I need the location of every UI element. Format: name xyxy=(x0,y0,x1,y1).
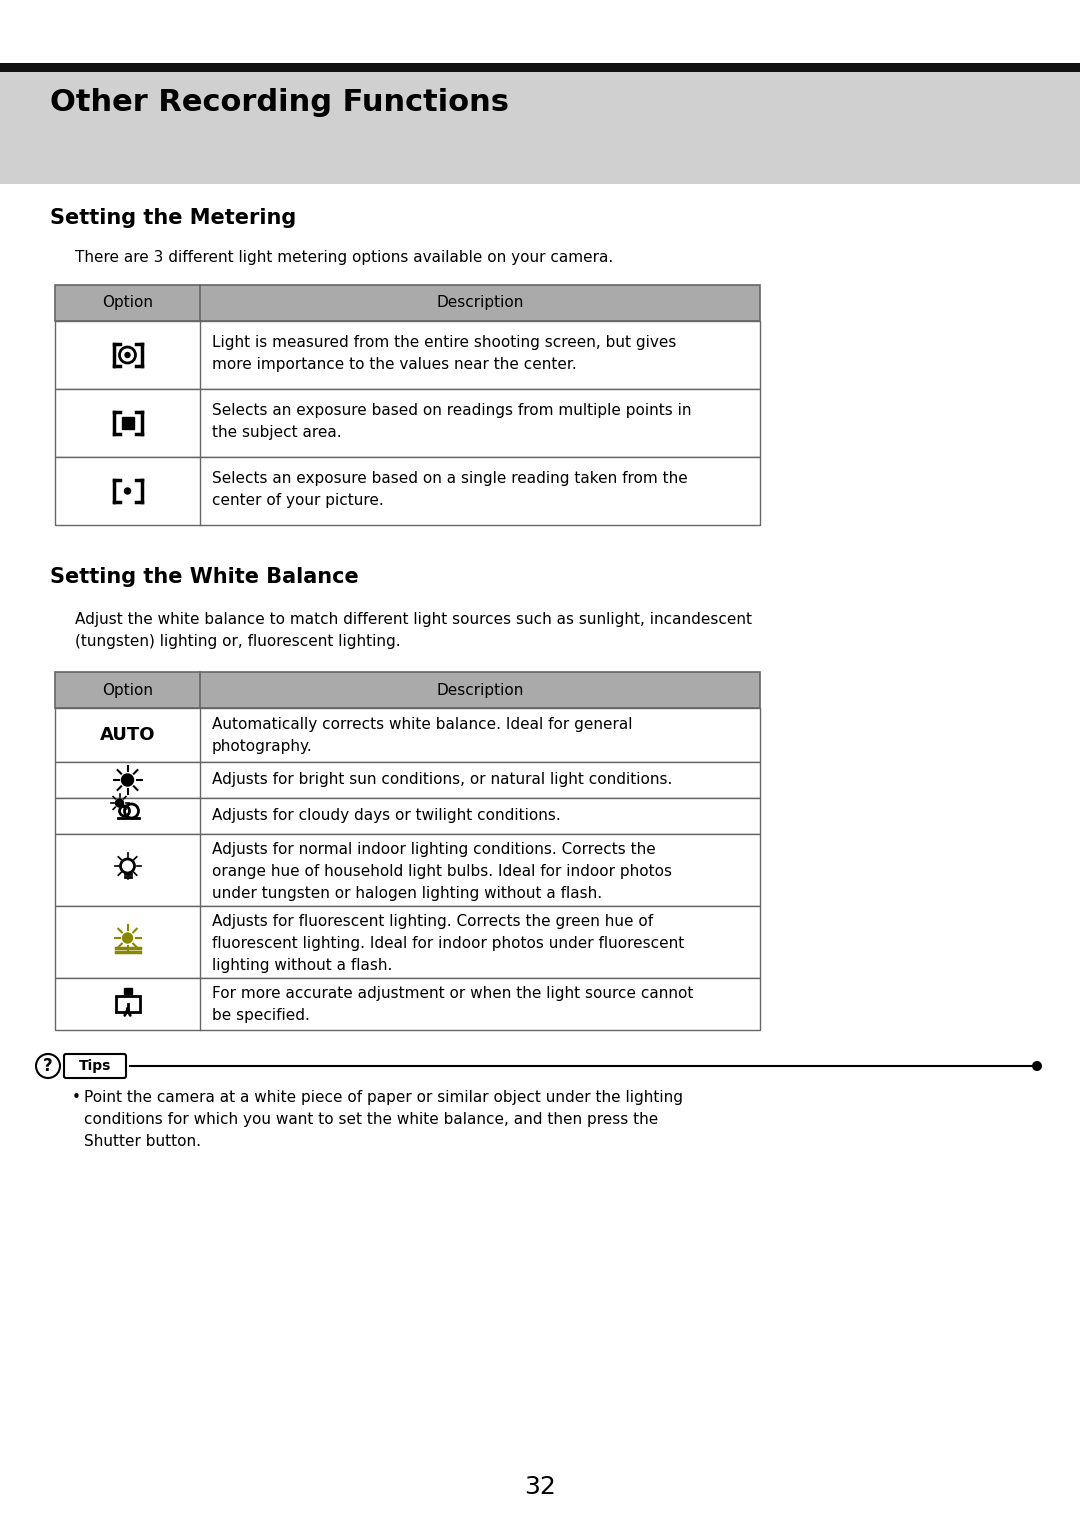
Circle shape xyxy=(36,1054,60,1078)
Text: There are 3 different light metering options available on your camera.: There are 3 different light metering opt… xyxy=(75,250,613,266)
Text: Selects an exposure based on a single reading taken from the: Selects an exposure based on a single re… xyxy=(212,470,688,486)
Text: Setting the White Balance: Setting the White Balance xyxy=(50,567,359,586)
Text: Description: Description xyxy=(436,296,524,310)
Text: photography.: photography. xyxy=(212,739,313,754)
Bar xyxy=(55,834,760,906)
Text: (tungsten) lighting or, fluorescent lighting.: (tungsten) lighting or, fluorescent ligh… xyxy=(75,634,401,649)
Text: AUTO: AUTO xyxy=(99,725,156,744)
Circle shape xyxy=(1032,1061,1042,1070)
Text: be specified.: be specified. xyxy=(212,1008,310,1023)
FancyBboxPatch shape xyxy=(64,1054,126,1078)
Text: •: • xyxy=(72,1090,81,1106)
Bar xyxy=(55,709,760,762)
Bar xyxy=(55,762,760,799)
Bar xyxy=(116,996,139,1012)
Bar xyxy=(123,988,132,994)
Circle shape xyxy=(124,489,131,495)
Text: Tips: Tips xyxy=(79,1060,111,1073)
Bar xyxy=(0,72,1080,183)
Text: Adjusts for normal indoor lighting conditions. Corrects the: Adjusts for normal indoor lighting condi… xyxy=(212,841,656,857)
Text: Description: Description xyxy=(436,683,524,698)
Text: Point the camera at a white piece of paper or similar object under the lighting: Point the camera at a white piece of pap… xyxy=(84,1090,683,1106)
Bar xyxy=(0,63,1080,72)
Text: Adjust the white balance to match different light sources such as sunlight, inca: Adjust the white balance to match differ… xyxy=(75,612,752,628)
Bar xyxy=(55,286,760,321)
Bar xyxy=(55,672,760,709)
Text: lighting without a flash.: lighting without a flash. xyxy=(212,957,392,973)
Text: Adjusts for bright sun conditions, or natural light conditions.: Adjusts for bright sun conditions, or na… xyxy=(212,773,673,786)
Circle shape xyxy=(125,353,130,357)
Circle shape xyxy=(122,933,133,944)
Text: 32: 32 xyxy=(524,1475,556,1500)
Circle shape xyxy=(116,799,123,806)
Bar xyxy=(55,906,760,977)
Bar xyxy=(55,389,760,457)
Bar xyxy=(55,799,760,834)
Text: Adjusts for cloudy days or twilight conditions.: Adjusts for cloudy days or twilight cond… xyxy=(212,808,561,823)
Text: Selects an exposure based on readings from multiple points in: Selects an exposure based on readings fr… xyxy=(212,403,691,418)
Text: Setting the Metering: Setting the Metering xyxy=(50,208,296,228)
Bar xyxy=(55,321,760,389)
Bar xyxy=(55,977,760,1031)
Text: ?: ? xyxy=(43,1057,53,1075)
Text: Adjusts for fluorescent lighting. Corrects the green hue of: Adjusts for fluorescent lighting. Correc… xyxy=(212,915,653,928)
Text: more importance to the values near the center.: more importance to the values near the c… xyxy=(212,357,577,373)
Text: For more accurate adjustment or when the light source cannot: For more accurate adjustment or when the… xyxy=(212,986,693,1002)
Bar xyxy=(121,417,134,429)
Text: orange hue of household light bulbs. Ideal for indoor photos: orange hue of household light bulbs. Ide… xyxy=(212,864,672,880)
Text: Light is measured from the entire shooting screen, but gives: Light is measured from the entire shooti… xyxy=(212,334,676,350)
Text: Shutter button.: Shutter button. xyxy=(84,1135,201,1148)
Text: conditions for which you want to set the white balance, and then press the: conditions for which you want to set the… xyxy=(84,1112,658,1127)
Text: under tungsten or halogen lighting without a flash.: under tungsten or halogen lighting witho… xyxy=(212,886,603,901)
Text: Other Recording Functions: Other Recording Functions xyxy=(50,89,509,118)
Bar xyxy=(55,457,760,525)
Text: Option: Option xyxy=(102,683,153,698)
Text: Option: Option xyxy=(102,296,153,310)
Text: Automatically corrects white balance. Ideal for general: Automatically corrects white balance. Id… xyxy=(212,718,633,731)
Text: fluorescent lighting. Ideal for indoor photos under fluorescent: fluorescent lighting. Ideal for indoor p… xyxy=(212,936,685,951)
Circle shape xyxy=(121,774,134,786)
Text: the subject area.: the subject area. xyxy=(212,425,341,440)
Text: center of your picture.: center of your picture. xyxy=(212,493,383,508)
